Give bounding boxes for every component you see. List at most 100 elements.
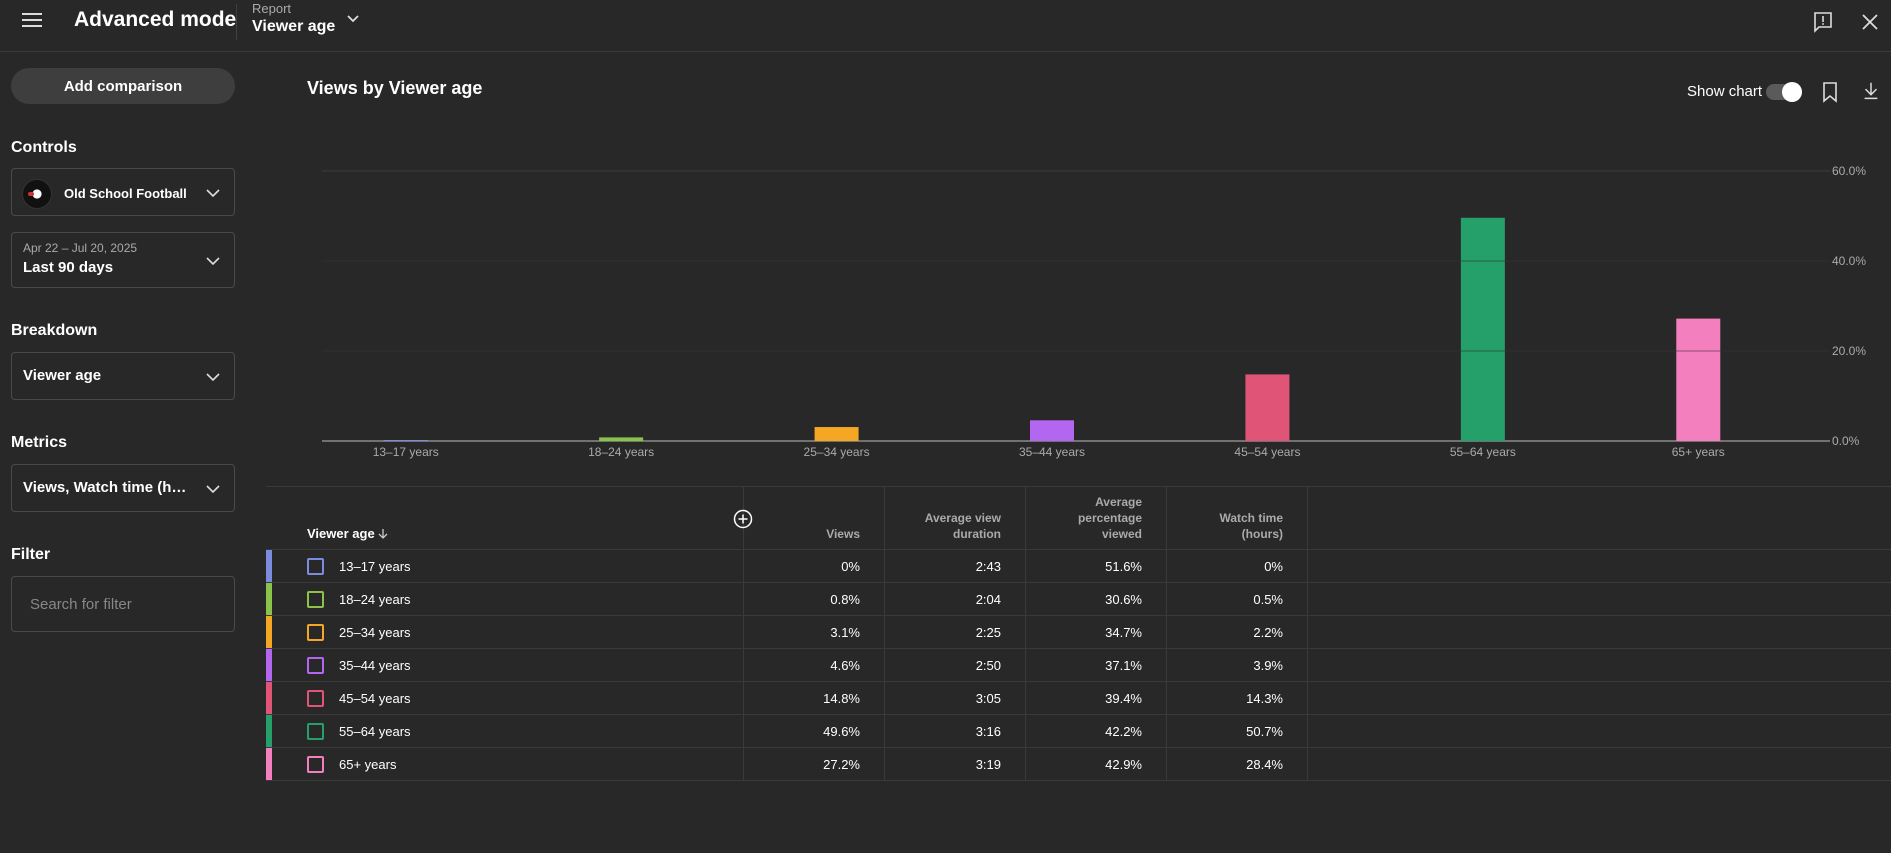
series-checkbox[interactable] [307,558,324,575]
cell-watch-time: 50.7% [1246,724,1283,739]
row-label: 18–24 years [339,592,411,607]
series-color-stripe [266,583,272,616]
table-row[interactable]: 13–17 years 0% 2:43 51.6% 0% [266,549,1891,583]
table-top-border [266,486,1891,487]
menu-icon[interactable] [22,10,44,30]
breakdown-selector[interactable]: Viewer age [11,352,235,400]
metrics-value: Views, Watch time (hours) [23,479,193,496]
series-color-stripe [266,616,272,649]
cell-avg-pct-viewed: 42.2% [1105,724,1142,739]
cell-views: 4.6% [830,658,860,673]
series-checkbox[interactable] [307,624,324,641]
add-comparison-button[interactable]: Add comparison [11,68,235,104]
close-icon[interactable] [1858,10,1882,34]
bar-2[interactable] [599,437,644,441]
bar-6[interactable] [1460,217,1505,441]
cell-views: 49.6% [823,724,860,739]
cell-views: 0.8% [830,592,860,607]
metrics-title: Metrics [11,434,68,451]
date-preset-text: Last 90 days [23,259,114,276]
series-checkbox[interactable] [307,723,324,740]
column-header-watch-time[interactable]: Watch time (hours) [1180,510,1283,542]
header-divider [236,4,237,40]
header-line: duration [953,527,1001,541]
filter-search-input[interactable] [11,576,235,632]
x-tick-label: 25–34 years [804,445,870,459]
cell-watch-time: 14.3% [1246,691,1283,706]
series-color-stripe [266,649,272,682]
bar-1[interactable] [383,440,428,441]
y-tick-label: 0.0% [1832,434,1860,448]
x-tick-label: 18–24 years [588,445,654,459]
x-tick-label: 13–17 years [373,445,439,459]
add-column-icon[interactable] [733,509,753,529]
cell-watch-time: 0.5% [1253,592,1283,607]
cell-views: 0% [841,559,860,574]
column-header-views[interactable]: Views [826,527,860,541]
table-row[interactable]: 45–54 years 14.8% 3:05 39.4% 14.3% [266,681,1891,715]
row-label: 25–34 years [339,625,411,640]
metrics-selector[interactable]: Views, Watch time (hours) [11,464,235,512]
column-separator [1166,486,1167,780]
show-chart-toggle[interactable] [1766,82,1802,102]
channel-avatar [22,179,52,209]
bar-3[interactable] [814,427,859,441]
download-icon[interactable] [1860,80,1882,102]
channel-selector[interactable]: Old School Football [11,168,235,216]
chevron-down-icon [206,189,220,198]
bar-4[interactable] [1030,420,1074,441]
column-header-viewer-age[interactable]: Viewer age [307,526,375,541]
toggle-knob [1782,82,1802,102]
date-range-selector[interactable]: Apr 22 – Jul 20, 2025 Last 90 days [11,232,235,288]
series-color-stripe [266,748,272,781]
bar-7[interactable] [1676,318,1721,441]
chevron-down-icon [206,257,220,266]
chevron-down-icon[interactable] [346,12,360,26]
x-tick-label: 55–64 years [1450,445,1516,459]
table-row[interactable]: 25–34 years 3.1% 2:25 34.7% 2.2% [266,615,1891,649]
cell-avg-pct-viewed: 42.9% [1105,757,1142,772]
series-checkbox[interactable] [307,690,324,707]
bar-chart: 0.0% 20.0% 40.0% 60.0% 13–17 years 18–24 year… [322,164,1866,459]
cell-avg-view-duration: 2:50 [975,658,1001,673]
cell-avg-view-duration: 2:04 [975,592,1001,607]
breakdown-value: Viewer age [23,367,102,384]
bookmark-icon[interactable] [1818,80,1842,104]
report-selector[interactable]: Viewer age [252,18,336,35]
sort-down-icon[interactable] [377,528,389,540]
row-label: 55–64 years [339,724,411,739]
series-checkbox[interactable] [307,756,324,773]
cell-watch-time: 28.4% [1246,757,1283,772]
bar-5[interactable] [1245,374,1290,441]
cell-views: 3.1% [830,625,860,640]
channel-name: Old School Football [64,186,187,201]
table-bottom-border [266,780,1891,781]
y-tick-label: 60.0% [1832,164,1866,178]
cell-avg-view-duration: 3:16 [975,724,1001,739]
table-row[interactable]: 55–64 years 49.6% 3:16 42.2% 50.7% [266,714,1891,748]
series-checkbox[interactable] [307,657,324,674]
cell-avg-pct-viewed: 51.6% [1105,559,1142,574]
date-range-text: Apr 22 – Jul 20, 2025 [23,241,138,255]
cell-watch-time: 3.9% [1253,658,1283,673]
cell-watch-time: 0% [1264,559,1283,574]
cell-avg-view-duration: 3:05 [975,691,1001,706]
controls-title: Controls [11,139,77,156]
row-label: 65+ years [339,757,397,772]
row-label: 35–44 years [339,658,411,673]
table-row[interactable]: 65+ years 27.2% 3:19 42.9% 28.4% [266,747,1891,781]
column-header-avg-pct-viewed[interactable]: Average percentage viewed [1040,494,1142,542]
y-tick-label: 20.0% [1832,344,1866,358]
header-line: Watch time [1219,511,1283,525]
cell-avg-view-duration: 2:25 [975,625,1001,640]
table-row[interactable]: 18–24 years 0.8% 2:04 30.6% 0.5% [266,582,1891,616]
x-tick-label: 35–44 years [1019,445,1085,459]
cell-avg-view-duration: 3:19 [975,757,1001,772]
column-header-avg-view-duration[interactable]: Average view duration [900,510,1001,542]
series-checkbox[interactable] [307,591,324,608]
chevron-down-icon [206,485,220,494]
cell-views: 27.2% [823,757,860,772]
table-row[interactable]: 35–44 years 4.6% 2:50 37.1% 3.9% [266,648,1891,682]
feedback-icon[interactable] [1811,10,1835,34]
chevron-down-icon [206,373,220,382]
